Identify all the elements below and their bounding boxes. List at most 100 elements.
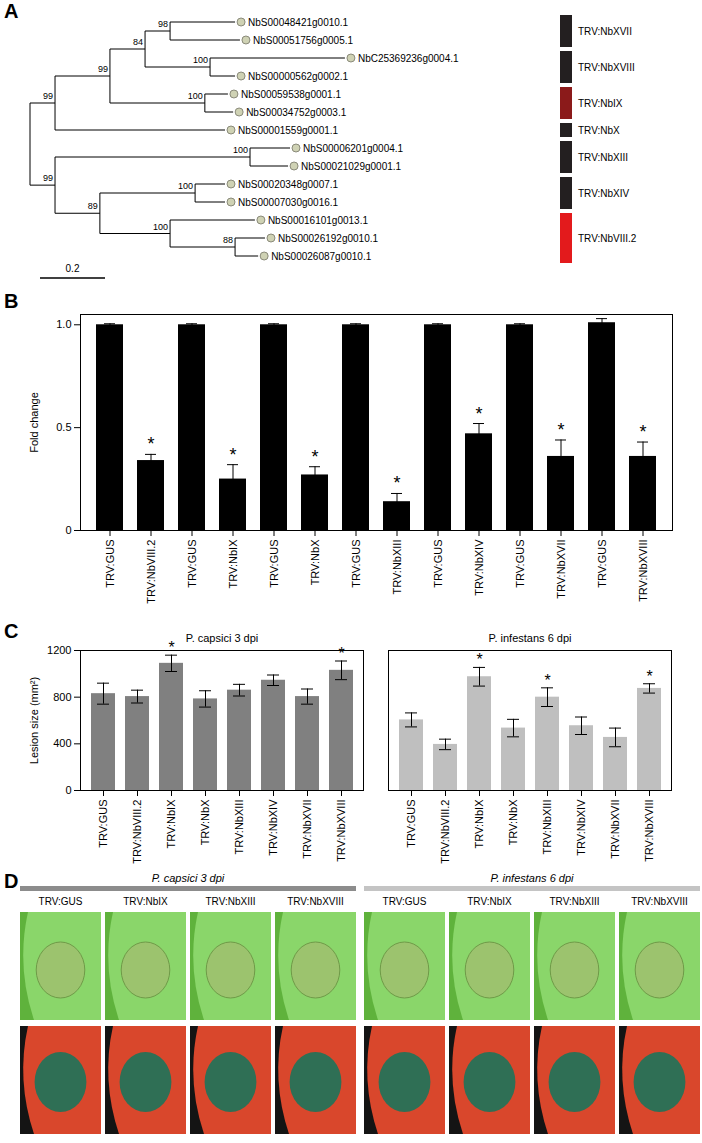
svg-text:TRV:NbIX: TRV:NbIX bbox=[473, 799, 485, 849]
svg-text:800: 800 bbox=[53, 691, 71, 703]
svg-text:TRV:NbVIII.2: TRV:NbVIII.2 bbox=[145, 540, 157, 604]
svg-text:99: 99 bbox=[98, 64, 108, 74]
svg-text:TRV:GUS: TRV:GUS bbox=[39, 896, 83, 907]
svg-text:100: 100 bbox=[233, 145, 248, 155]
svg-text:TRV:NbX: TRV:NbX bbox=[507, 799, 519, 846]
svg-text:TRV:NbVIII.2: TRV:NbVIII.2 bbox=[578, 233, 637, 244]
svg-text:0.5: 0.5 bbox=[56, 421, 71, 433]
svg-text:*: * bbox=[639, 422, 646, 442]
svg-text:NbS00000562g0002.1: NbS00000562g0002.1 bbox=[248, 71, 349, 82]
svg-text:Fold change: Fold change bbox=[28, 392, 40, 453]
svg-text:84: 84 bbox=[133, 37, 143, 47]
svg-text:TRV:NbXIV: TRV:NbXIV bbox=[578, 188, 629, 199]
svg-text:99: 99 bbox=[43, 173, 53, 183]
svg-text:TRV:NbXIII: TRV:NbXIII bbox=[205, 896, 255, 907]
svg-text:NbS00006201g0004.1: NbS00006201g0004.1 bbox=[303, 143, 404, 154]
svg-text:TRV:NbIX: TRV:NbIX bbox=[165, 799, 177, 849]
svg-text:*: * bbox=[476, 651, 482, 668]
svg-text:TRV:NbXVII: TRV:NbXVII bbox=[301, 800, 313, 859]
svg-text:*: * bbox=[646, 668, 652, 685]
svg-text:TRV:GUS: TRV:GUS bbox=[268, 540, 280, 588]
svg-text:NbS00051756g0005.1: NbS00051756g0005.1 bbox=[253, 35, 354, 46]
svg-text:TRV:GUS: TRV:GUS bbox=[186, 540, 198, 588]
svg-text:NbS00026192g0010.1: NbS00026192g0010.1 bbox=[278, 233, 379, 244]
svg-text:TRV:NbIX: TRV:NbIX bbox=[467, 896, 512, 907]
svg-text:P. infestans 6 dpi: P. infestans 6 dpi bbox=[491, 872, 575, 884]
svg-text:TRV:NbXIII: TRV:NbXIII bbox=[391, 540, 403, 595]
svg-text:NbS00007030g0016.1: NbS00007030g0016.1 bbox=[238, 197, 339, 208]
svg-text:100: 100 bbox=[193, 55, 208, 65]
svg-text:Lesion size (mm²): Lesion size (mm²) bbox=[28, 677, 40, 764]
svg-text:TRV:NbVIII.2: TRV:NbVIII.2 bbox=[439, 800, 451, 864]
svg-text:TRV:NbXVIII: TRV:NbXVIII bbox=[637, 540, 649, 602]
svg-text:TRV:NbVIII.2: TRV:NbVIII.2 bbox=[131, 800, 143, 864]
svg-text:TRV:NbXIV: TRV:NbXIV bbox=[473, 539, 485, 596]
svg-text:*: * bbox=[147, 434, 154, 454]
svg-text:TRV:GUS: TRV:GUS bbox=[514, 540, 526, 588]
svg-text:*: * bbox=[557, 420, 564, 440]
svg-text:TRV:NbX: TRV:NbX bbox=[578, 125, 620, 136]
svg-text:TRV:NbX: TRV:NbX bbox=[199, 799, 211, 846]
svg-text:P. capsici 3 dpi: P. capsici 3 dpi bbox=[186, 632, 259, 644]
html-text:A: A bbox=[4, 0, 19, 22]
svg-text:NbS00016101g0013.1: NbS00016101g0013.1 bbox=[268, 215, 369, 226]
svg-text:NbS00020348g0007.1: NbS00020348g0007.1 bbox=[238, 179, 339, 190]
svg-text:*: * bbox=[475, 404, 482, 424]
html-text:C: C bbox=[4, 620, 19, 642]
svg-text:*: * bbox=[168, 639, 174, 656]
svg-text:TRV:GUS: TRV:GUS bbox=[350, 540, 362, 588]
svg-text:NbS00048421g0010.1: NbS00048421g0010.1 bbox=[248, 17, 349, 28]
svg-text:NbS00001559g0001.1: NbS00001559g0001.1 bbox=[238, 125, 339, 136]
svg-text:TRV:GUS: TRV:GUS bbox=[432, 540, 444, 588]
svg-text:TRV:NbXVIII: TRV:NbXVIII bbox=[287, 896, 344, 907]
svg-text:*: * bbox=[544, 672, 550, 689]
svg-text:TRV:GUS: TRV:GUS bbox=[104, 540, 116, 588]
svg-text:TRV:NbXIV: TRV:NbXIV bbox=[267, 799, 279, 856]
svg-text:TRV:NbXVII: TRV:NbXVII bbox=[578, 26, 632, 37]
svg-text:P. infestans 6 dpi: P. infestans 6 dpi bbox=[489, 632, 572, 644]
svg-text:TRV:NbXIII: TRV:NbXIII bbox=[541, 800, 553, 855]
svg-text:88: 88 bbox=[223, 235, 233, 245]
svg-text:*: * bbox=[338, 645, 344, 662]
svg-text:TRV:NbIX: TRV:NbIX bbox=[578, 98, 623, 109]
svg-text:TRV:NbXVII: TRV:NbXVII bbox=[609, 800, 621, 859]
svg-text:89: 89 bbox=[88, 201, 98, 211]
svg-text:400: 400 bbox=[53, 737, 71, 749]
svg-text:100: 100 bbox=[153, 222, 168, 232]
svg-text:P. capsici 3 dpi: P. capsici 3 dpi bbox=[152, 872, 225, 884]
svg-text:1200: 1200 bbox=[47, 644, 71, 656]
svg-text:TRV:NbXVIII: TRV:NbXVIII bbox=[578, 62, 635, 73]
svg-text:NbS00059538g0001.1: NbS00059538g0001.1 bbox=[241, 89, 342, 100]
svg-text:99: 99 bbox=[43, 91, 53, 101]
svg-text:TRV:NbIX: TRV:NbIX bbox=[123, 896, 168, 907]
svg-text:TRV:GUS: TRV:GUS bbox=[596, 540, 608, 588]
svg-text:TRV:NbIX: TRV:NbIX bbox=[227, 539, 239, 589]
svg-text:TRV:NbXIII: TRV:NbXIII bbox=[233, 800, 245, 855]
svg-text:98: 98 bbox=[158, 19, 168, 29]
html-text:B: B bbox=[4, 290, 19, 312]
svg-text:TRV:NbXIII: TRV:NbXIII bbox=[549, 896, 599, 907]
svg-text:100: 100 bbox=[188, 91, 203, 101]
svg-text:TRV:NbXVIII: TRV:NbXVIII bbox=[631, 896, 688, 907]
svg-text:0: 0 bbox=[65, 524, 71, 536]
svg-text:NbS00026087g0010.1: NbS00026087g0010.1 bbox=[271, 251, 372, 262]
svg-text:0: 0 bbox=[65, 784, 71, 796]
svg-text:NbS00034752g0003.1: NbS00034752g0003.1 bbox=[246, 107, 347, 118]
svg-text:TRV:NbXIV: TRV:NbXIV bbox=[575, 799, 587, 856]
svg-text:TRV:GUS: TRV:GUS bbox=[405, 800, 417, 848]
svg-text:NbS00021029g0001.1: NbS00021029g0001.1 bbox=[301, 161, 402, 172]
svg-text:NbC25369236g0004.1: NbC25369236g0004.1 bbox=[358, 53, 459, 64]
svg-text:TRV:NbX: TRV:NbX bbox=[309, 539, 321, 586]
svg-text:*: * bbox=[393, 473, 400, 493]
svg-text:1.0: 1.0 bbox=[56, 318, 71, 330]
svg-text:TRV:NbXVII: TRV:NbXVII bbox=[555, 540, 567, 599]
svg-text:TRV:GUS: TRV:GUS bbox=[97, 800, 109, 848]
svg-text:100: 100 bbox=[178, 181, 193, 191]
svg-text:TRV:GUS: TRV:GUS bbox=[383, 896, 427, 907]
svg-text:*: * bbox=[311, 447, 318, 467]
svg-text:*: * bbox=[229, 445, 236, 465]
svg-text:0.2: 0.2 bbox=[66, 263, 80, 274]
svg-text:TRV:NbXIII: TRV:NbXIII bbox=[578, 152, 628, 163]
svg-text:TRV:NbXVIII: TRV:NbXVIII bbox=[643, 800, 655, 862]
svg-text:TRV:NbXVIII: TRV:NbXVIII bbox=[335, 800, 347, 862]
